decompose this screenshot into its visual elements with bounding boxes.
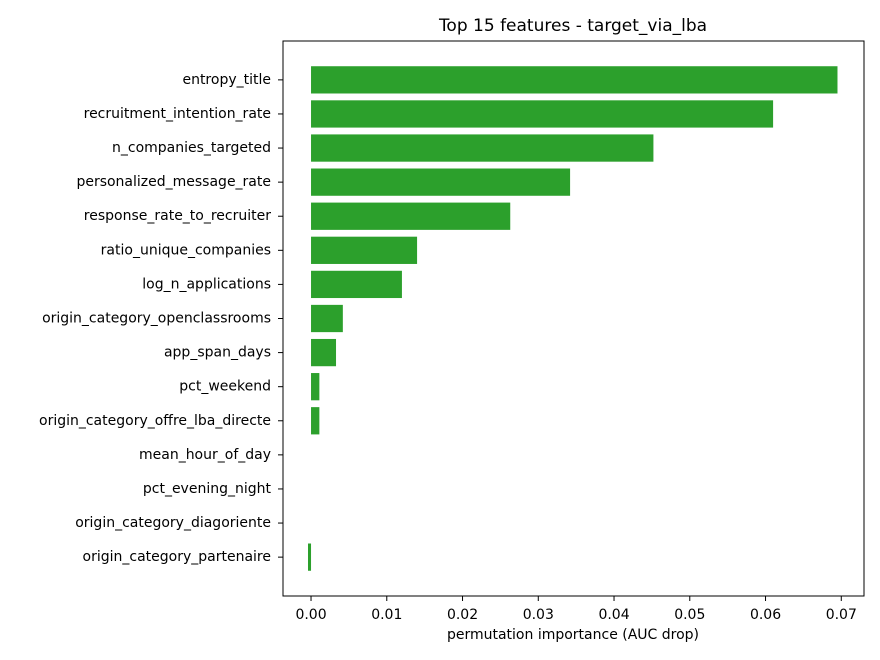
bar: [311, 270, 402, 299]
y-tick-label: pct_evening_night: [143, 481, 272, 497]
x-tick-label: 0.06: [750, 607, 781, 623]
y-tick-label: n_companies_targeted: [112, 140, 271, 156]
y-tick-label: origin_category_offre_lba_directe: [39, 413, 271, 429]
bar: [311, 168, 571, 196]
x-tick-label: 0.03: [523, 607, 554, 623]
bar: [311, 202, 511, 230]
x-tick-label: 0.05: [674, 607, 705, 623]
chart-title: Top 15 features - target_via_lba: [438, 16, 707, 36]
bar: [311, 338, 337, 367]
bar: [311, 236, 418, 264]
y-tick-label: app_span_days: [164, 345, 271, 361]
bar: [311, 407, 320, 435]
x-tick-label: 0.00: [295, 607, 326, 623]
y-tick-label: recruitment_intention_rate: [84, 106, 271, 122]
bar: [311, 66, 838, 94]
y-tick-label: response_rate_to_recruiter: [84, 208, 271, 224]
y-tick-label: origin_category_openclassrooms: [42, 311, 271, 327]
x-tick-label: 0.02: [447, 607, 478, 623]
y-tick-label: pct_weekend: [179, 379, 271, 395]
bar: [307, 543, 312, 571]
y-tick-label: entropy_title: [182, 72, 271, 88]
y-tick-label: origin_category_partenaire: [83, 549, 271, 565]
x-axis-label: permutation importance (AUC drop): [447, 627, 699, 643]
bar: [311, 134, 654, 162]
y-tick-label: log_n_applications: [142, 276, 271, 292]
bar: [311, 373, 320, 401]
bar: [311, 304, 343, 333]
x-tick-label: 0.07: [826, 607, 857, 623]
y-tick-label: mean_hour_of_day: [139, 447, 271, 463]
y-tick-label: origin_category_diagoriente: [75, 515, 271, 531]
x-tick-label: 0.01: [371, 607, 402, 623]
x-tick-label: 0.04: [598, 607, 629, 623]
bar: [311, 100, 774, 128]
y-tick-label: ratio_unique_companies: [101, 242, 271, 258]
y-tick-label: personalized_message_rate: [76, 174, 271, 190]
